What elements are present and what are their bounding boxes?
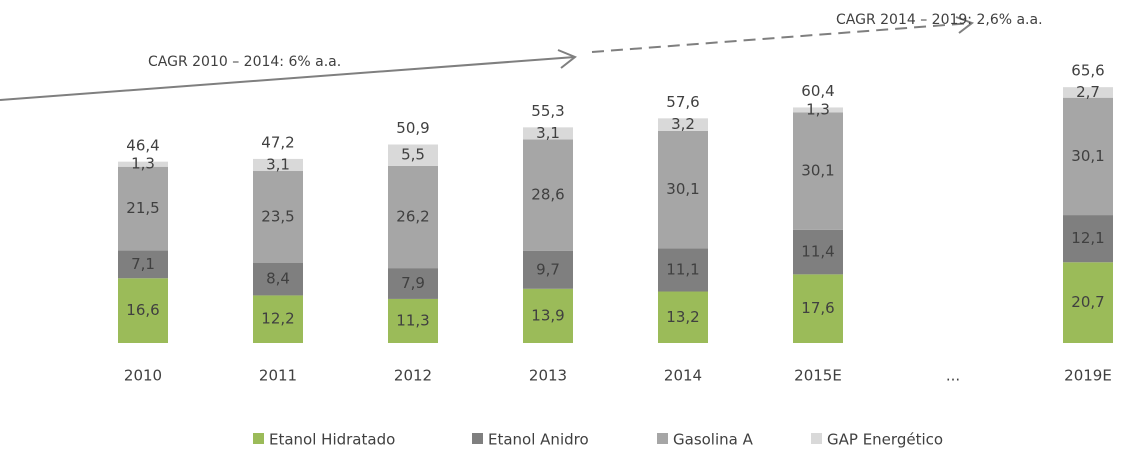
legend-label: Etanol Anidro [488,431,589,449]
total-label: 46,4 [126,137,159,155]
x-tick-label: 2019E [1064,367,1112,385]
bar-segment [658,130,708,249]
segment-label: 1,3 [806,100,830,118]
segment-label: 8,4 [266,270,290,288]
segment-label: 3,1 [266,155,290,173]
bar-segment [118,161,168,167]
bar-segment [1063,262,1113,343]
bar-segment [793,112,843,230]
bar-segment [388,165,438,269]
segment-label: 17,6 [801,299,834,317]
bar-segment [523,127,573,140]
x-tick-label: 2010 [124,367,162,385]
cagr-arrow [0,56,576,101]
segment-label: 13,2 [666,308,699,326]
bar-segment [1063,97,1113,216]
total-label: 65,6 [1071,62,1104,80]
annotation: CAGR 2010 – 2014: 6% a.a. [148,54,341,70]
segment-label: 9,7 [536,260,560,278]
segment-label: 1,3 [131,155,155,173]
legend-label: Etanol Hidratado [269,431,395,449]
total-label: 55,3 [531,102,564,120]
bar-segment [1063,87,1113,98]
segment-label: 11,3 [396,311,429,329]
bar-segment [793,274,843,343]
x-tick-label: 2014 [664,367,702,385]
legend-swatch [253,433,264,444]
segment-label: 11,4 [801,243,834,261]
bar-segment [253,295,303,343]
bar-segment [388,144,438,166]
segment-label: 12,2 [261,310,294,328]
legend-swatch [657,433,668,444]
bar-segment [523,250,573,289]
segment-label: 13,9 [531,306,564,324]
segment-label: 16,6 [126,301,159,319]
bar-segment [253,158,303,172]
bar-segment [523,139,573,251]
segment-label: 21,5 [126,199,159,217]
x-tick-label: 2015E [794,367,842,385]
bar-segment [388,268,438,299]
segment-label: 11,1 [666,260,699,278]
bar-segment [658,291,708,343]
segment-label: 7,1 [131,255,155,273]
bar-segment [658,118,708,131]
bar-segment [388,298,438,343]
bar-segment [658,248,708,292]
segment-label: 30,1 [801,162,834,180]
arrow-head [955,16,975,34]
legend-label: Gasolina A [673,431,754,449]
cagr-arrow-dashed [591,22,973,53]
bar-segment [118,166,168,251]
bar-segment [118,278,168,343]
segment-label: 20,7 [1071,293,1104,311]
annotation: CAGR 2014 – 2019: 2,6% a.a. [836,12,1043,28]
x-tick-label: 2011 [259,367,297,385]
x-tick-label: 2013 [529,367,567,385]
segment-label: 2,7 [1076,83,1100,101]
segment-label: 3,2 [671,115,695,133]
segment-label: 5,5 [401,146,425,164]
segment-label: 12,1 [1071,229,1104,247]
bar-segment [1063,215,1113,263]
bar-segment [523,288,573,343]
total-label: 50,9 [396,119,429,137]
segment-label: 26,2 [396,208,429,226]
legend-swatch [472,433,483,444]
segment-label: 30,1 [666,180,699,198]
segment-label: 28,6 [531,186,564,204]
x-tick-label: ... [946,367,960,385]
bar-segment [253,262,303,296]
total-label: 47,2 [261,133,294,151]
segment-label: 23,5 [261,207,294,225]
x-tick-label: 2012 [394,367,432,385]
segment-label: 3,1 [536,124,560,142]
segment-label: 30,1 [1071,147,1104,165]
legend-swatch [811,433,822,444]
bar-segment [793,229,843,275]
legend-label: GAP Energético [827,431,943,449]
arrow-head [557,49,577,69]
bar-segment [253,171,303,263]
bar-segment [118,250,168,279]
total-label: 57,6 [666,93,699,111]
total-label: 60,4 [801,82,834,100]
bar-segment [793,107,843,113]
segment-label: 7,9 [401,274,425,292]
